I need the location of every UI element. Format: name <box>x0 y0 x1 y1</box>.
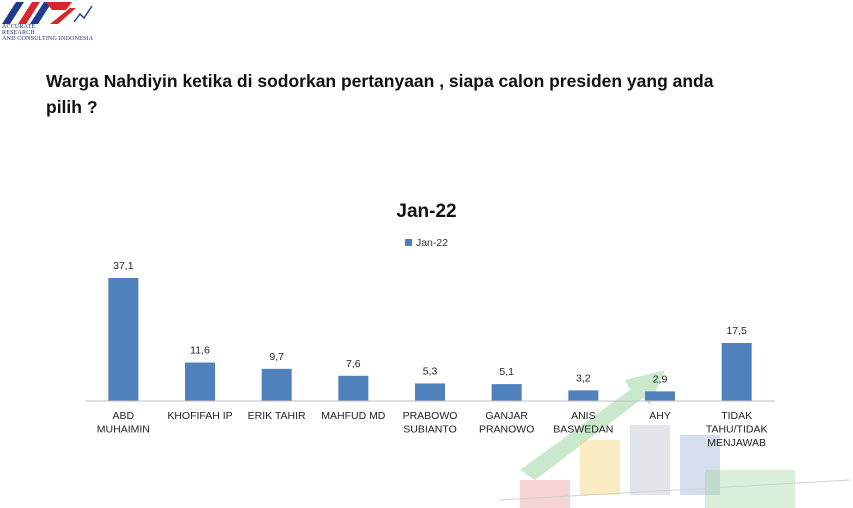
bar-0 <box>108 278 139 401</box>
data-label-2: 9,7 <box>269 351 284 363</box>
data-label-0: 37,1 <box>113 260 134 272</box>
category-label-5: GANJAR PRANOWO <box>479 410 534 436</box>
data-label-5: 5,1 <box>499 366 514 378</box>
category-label-0: ABD MUHAIMIN <box>97 410 150 436</box>
bar-5 <box>491 384 522 401</box>
category-label-4: PRABOWO SUBIANTO <box>403 410 458 436</box>
company-logo: ACCURATE RESEARCH AND CONSULTING INDONES… <box>0 0 100 46</box>
data-label-7: 2,9 <box>653 373 668 385</box>
logo-line-1: ACCURATE <box>2 24 36 30</box>
category-label-6: ANIS BASWEDAN <box>553 410 613 436</box>
category-label-8: TIDAK TAHU/TIDAK MENJAWAB <box>706 410 768 449</box>
legend-swatch <box>404 239 412 246</box>
bar-1 <box>185 362 215 401</box>
category-label-7: AHY <box>649 410 671 422</box>
data-label-1: 11,6 <box>190 345 210 357</box>
data-label-6: 3,2 <box>576 372 591 384</box>
bar-7 <box>645 391 675 401</box>
category-label-1: KHOFIFAH IP <box>167 410 232 422</box>
page-question: Warga Nahdiyin ketika di sodorkan pertan… <box>46 71 714 117</box>
bar-3 <box>338 375 369 401</box>
logo-mark-icon <box>2 2 93 24</box>
decorative-chart-graphic-icon <box>499 370 851 508</box>
chart-legend: Jan-22 <box>0 237 853 249</box>
data-label-8: 17,5 <box>726 325 747 337</box>
bar-8 <box>721 342 752 401</box>
data-label-4: 5,3 <box>423 365 438 377</box>
bar-6 <box>568 390 599 401</box>
logo-line-2: RESEARCH <box>2 30 35 36</box>
bar-4 <box>415 383 445 401</box>
chart-title: Jan-22 <box>396 201 457 222</box>
logo-line-3: AND CONSULTING INDONESIA <box>2 36 94 42</box>
data-label-3: 7,6 <box>346 358 361 370</box>
legend-entry: Jan-22 <box>415 237 449 249</box>
category-label-3: MAHFUD MD <box>321 410 386 422</box>
category-label-2: ERIK TAHIR <box>248 410 306 422</box>
bar-2 <box>261 368 292 401</box>
